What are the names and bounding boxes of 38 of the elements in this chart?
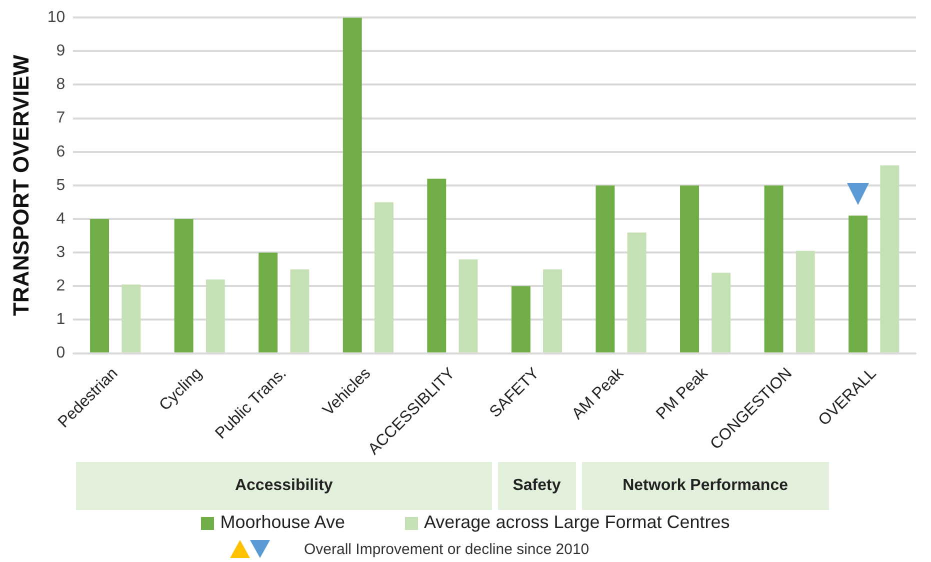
y-tick-label: 5: [56, 176, 66, 194]
bar: [458, 259, 478, 352]
y-tick-label: 3: [56, 244, 66, 262]
bar: [174, 219, 194, 352]
bar: [880, 165, 900, 352]
bar: [374, 202, 394, 352]
bar: [90, 219, 110, 352]
bar: [543, 269, 562, 352]
y-tick-label: 4: [56, 210, 66, 228]
bar: [427, 178, 446, 352]
bar: [596, 185, 615, 352]
y-tick-label: 8: [56, 76, 66, 94]
y-axis-title: TRANSPORT OVERVIEW: [8, 54, 34, 316]
bar: [206, 279, 225, 352]
text: Accessibility: [76, 462, 492, 510]
text: Network Performance: [582, 462, 829, 510]
legend-label: Average across Large Format Centres: [422, 512, 730, 533]
bar: [848, 216, 868, 352]
bar: [627, 232, 646, 352]
bar: [511, 286, 530, 352]
legend-label: Moorhouse Ave: [219, 512, 345, 533]
bar: [680, 185, 699, 352]
y-tick-label: 7: [56, 110, 66, 127]
bar: [258, 252, 278, 352]
bar: [290, 269, 310, 352]
y-tick-label: 2: [56, 278, 66, 295]
bar: [122, 284, 141, 352]
text: Safety: [498, 462, 576, 510]
text: Overall Improvement or decline since 2010: [304, 540, 590, 558]
y-tick-label: 0: [56, 344, 66, 362]
bar: [342, 18, 362, 352]
y-tick-label: 1: [56, 311, 66, 328]
y-tick-label: 9: [56, 42, 66, 60]
bar: [764, 185, 784, 352]
y-tick-label: 10: [47, 9, 66, 26]
y-tick-label: 6: [56, 143, 66, 160]
bar: [796, 250, 815, 352]
bar: [712, 272, 731, 352]
